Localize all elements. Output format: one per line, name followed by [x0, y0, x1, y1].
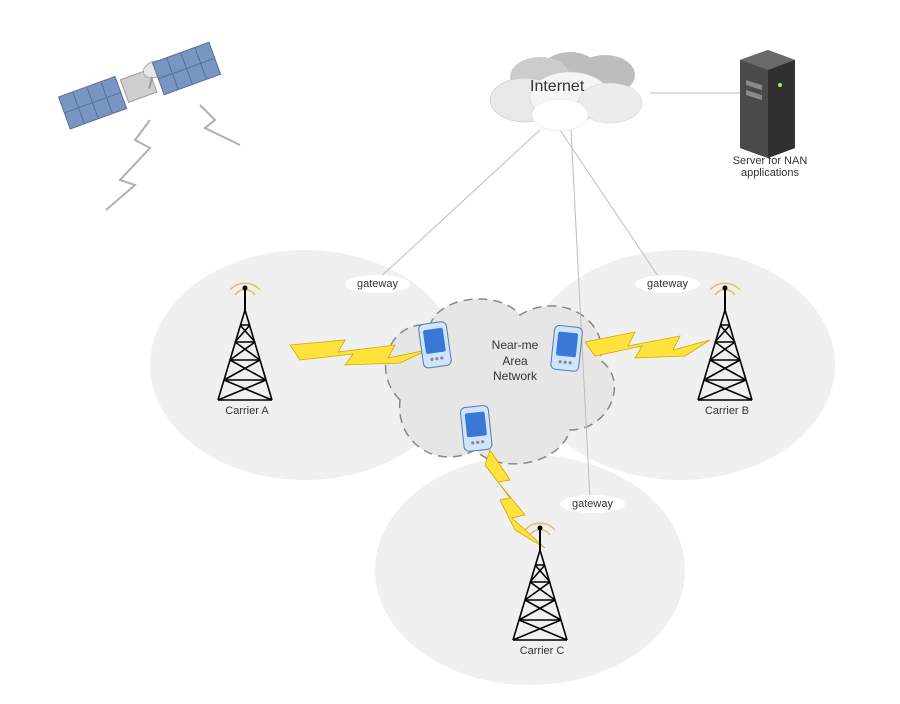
gateway-c-label: gateway — [560, 495, 625, 513]
internet-label: Internet — [530, 78, 584, 96]
diagram-svg — [0, 0, 900, 704]
satellite-icon — [58, 41, 220, 129]
carrier-c-label: Carrier C — [517, 645, 567, 657]
phone-1-icon — [418, 321, 452, 368]
carrier-a-label: Carrier A — [222, 405, 272, 417]
gateway-b-label: gateway — [635, 275, 700, 293]
gateway-a-label: gateway — [345, 275, 410, 293]
server-icon — [740, 50, 795, 158]
server-caption: Server for NAN applications — [710, 155, 830, 179]
carrier-b-label: Carrier B — [702, 405, 752, 417]
phone-2-icon — [550, 325, 582, 372]
satellite-signal-icon — [106, 105, 240, 210]
nan-label: Near-me Area Network — [480, 338, 550, 385]
phone-3-icon — [460, 405, 492, 452]
